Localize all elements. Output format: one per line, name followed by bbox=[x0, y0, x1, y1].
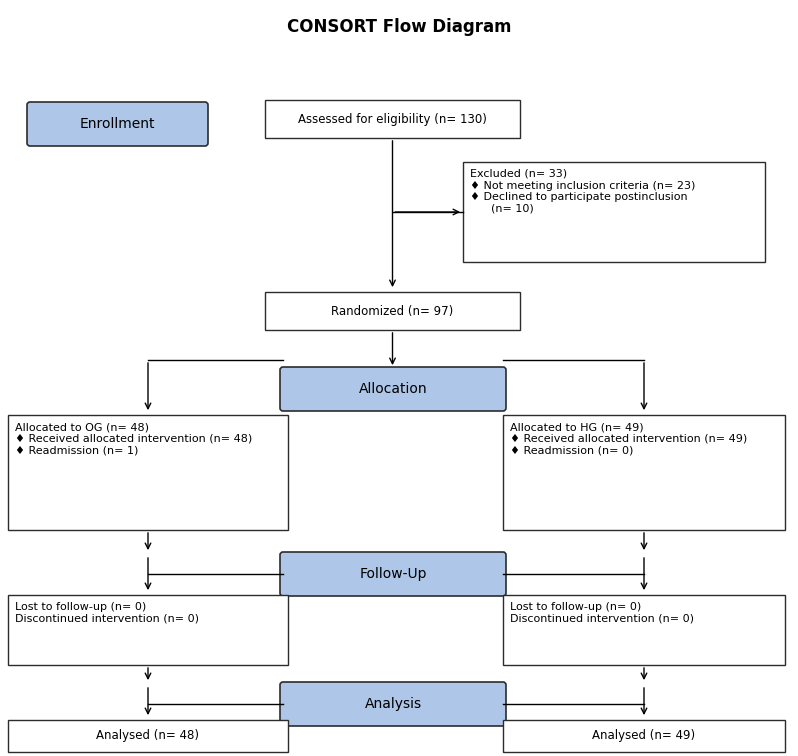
FancyBboxPatch shape bbox=[280, 367, 506, 411]
Bar bbox=[8, 720, 288, 752]
Text: Allocated to HG (n= 49)
♦ Received allocated intervention (n= 49)
♦ Readmission : Allocated to HG (n= 49) ♦ Received alloc… bbox=[510, 422, 747, 455]
Text: Randomized (n= 97): Randomized (n= 97) bbox=[331, 305, 453, 318]
Bar bbox=[503, 415, 785, 530]
Text: Analysis: Analysis bbox=[365, 697, 421, 711]
Bar bbox=[8, 415, 288, 530]
Bar bbox=[8, 595, 288, 665]
Text: Lost to follow-up (n= 0)
Discontinued intervention (n= 0): Lost to follow-up (n= 0) Discontinued in… bbox=[510, 602, 694, 624]
Text: Allocated to OG (n= 48)
♦ Received allocated intervention (n= 48)
♦ Readmission : Allocated to OG (n= 48) ♦ Received alloc… bbox=[15, 422, 252, 455]
FancyBboxPatch shape bbox=[280, 552, 506, 596]
Bar bbox=[463, 162, 765, 262]
Text: CONSORT Flow Diagram: CONSORT Flow Diagram bbox=[286, 18, 512, 36]
Text: Lost to follow-up (n= 0)
Discontinued intervention (n= 0): Lost to follow-up (n= 0) Discontinued in… bbox=[15, 602, 199, 624]
Bar bbox=[503, 720, 785, 752]
Bar bbox=[265, 100, 520, 138]
Bar bbox=[265, 292, 520, 330]
Text: Assessed for eligibility (n= 130): Assessed for eligibility (n= 130) bbox=[298, 113, 487, 125]
Text: Analysed (n= 49): Analysed (n= 49) bbox=[592, 730, 696, 742]
FancyBboxPatch shape bbox=[27, 102, 208, 146]
Bar bbox=[503, 595, 785, 665]
Text: Allocation: Allocation bbox=[358, 382, 427, 396]
Text: Analysed (n= 48): Analysed (n= 48) bbox=[97, 730, 200, 742]
Text: Enrollment: Enrollment bbox=[80, 117, 156, 131]
FancyBboxPatch shape bbox=[280, 682, 506, 726]
Text: Follow-Up: Follow-Up bbox=[359, 567, 427, 581]
Text: Excluded (n= 33)
♦ Not meeting inclusion criteria (n= 23)
♦ Declined to particip: Excluded (n= 33) ♦ Not meeting inclusion… bbox=[470, 169, 695, 214]
